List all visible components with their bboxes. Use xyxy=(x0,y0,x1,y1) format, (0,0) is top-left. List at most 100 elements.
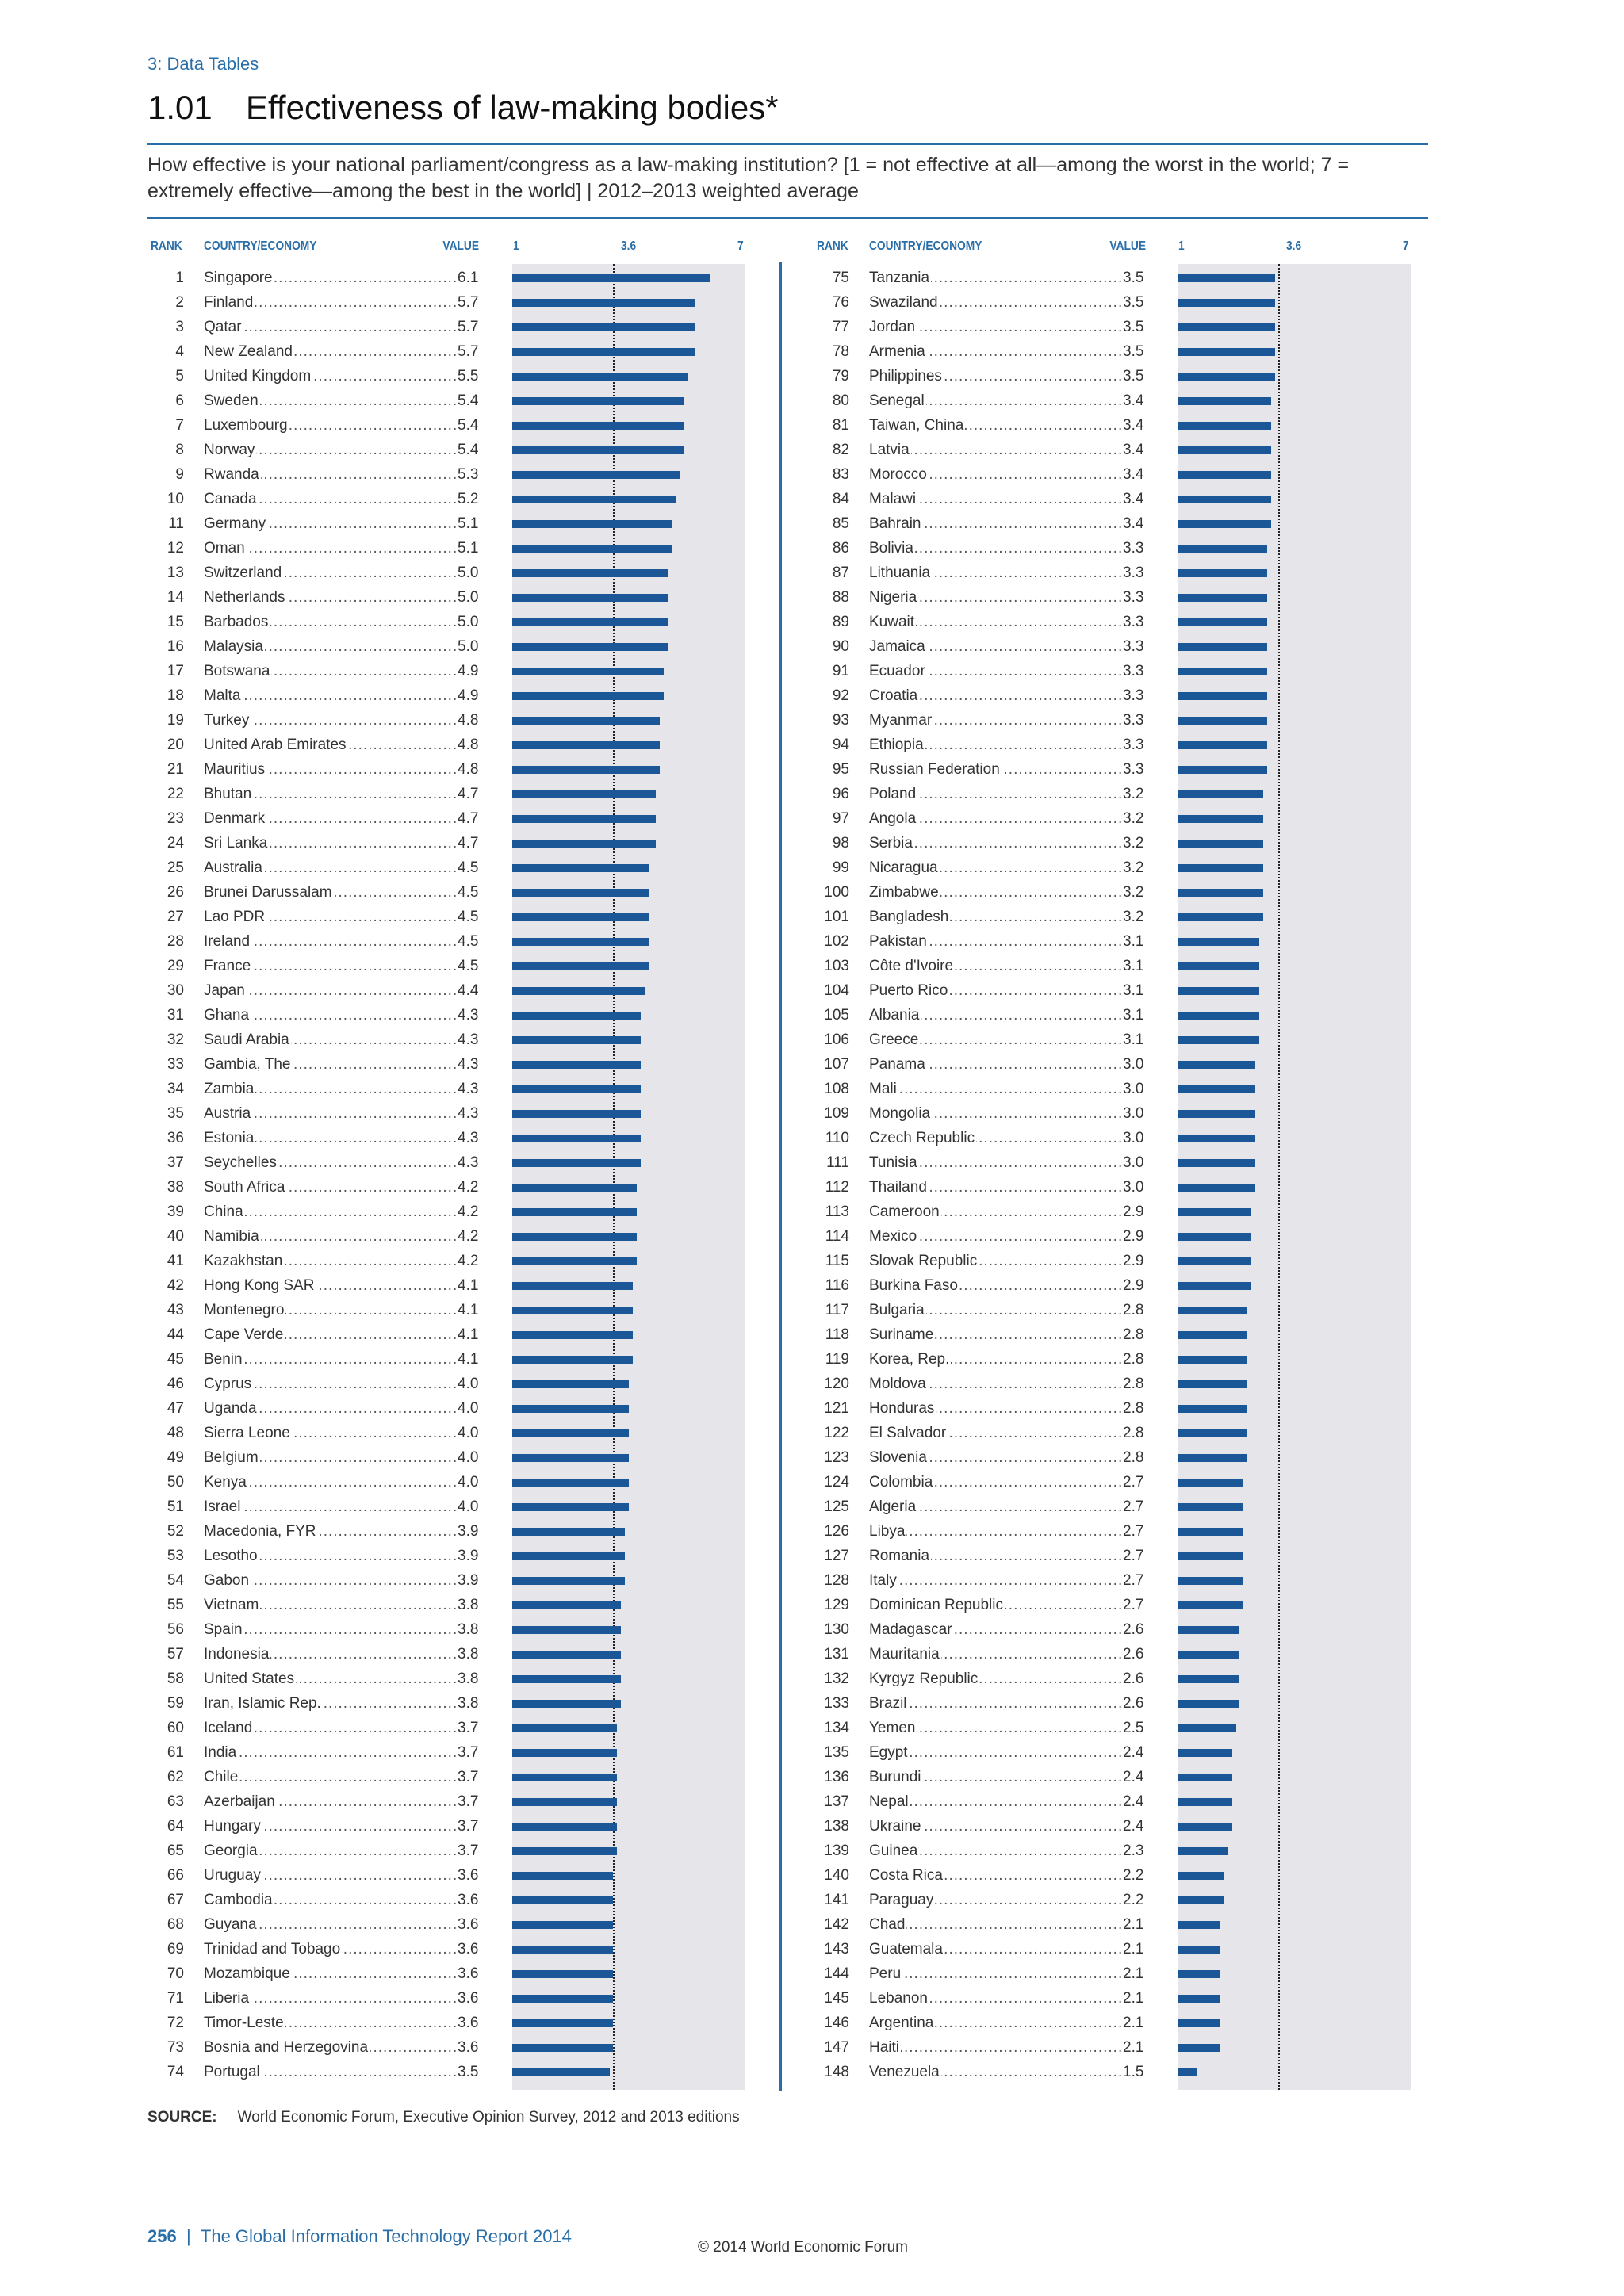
rank-cell: 148 xyxy=(824,2064,849,2080)
value-cell: 4.5 xyxy=(457,933,489,951)
rank-cell: 18 xyxy=(167,687,184,704)
rank-cell: 102 xyxy=(824,933,849,950)
country-cell: ........................................… xyxy=(869,1425,1122,1441)
value-bar xyxy=(1178,668,1267,675)
value-bar xyxy=(1178,1257,1252,1265)
country-cell: ........................................… xyxy=(869,909,1122,925)
value-bar xyxy=(1178,373,1275,381)
rank-cell: 12 xyxy=(167,540,184,557)
country-cell: ........................................… xyxy=(204,589,457,606)
rank-cell: 134 xyxy=(824,1720,849,1736)
rank-cell: 95 xyxy=(832,761,849,778)
value-bar xyxy=(512,1774,618,1781)
rank-cell: 68 xyxy=(167,1916,184,1933)
value-cell: 3.0 xyxy=(1122,1179,1155,1196)
rank-cell: 113 xyxy=(825,1203,849,1220)
value-bar xyxy=(1178,840,1263,848)
country-cell: ........................................… xyxy=(204,1818,457,1835)
country-cell: ........................................… xyxy=(204,368,457,385)
value-bar xyxy=(1178,913,1263,921)
country-cell: ........................................… xyxy=(204,1474,457,1490)
value-cell: 3.6 xyxy=(457,2039,489,2057)
value-bar xyxy=(512,422,684,430)
rank-cell: 83 xyxy=(832,466,849,483)
value-bar xyxy=(1178,962,1259,970)
value-cell: 3.0 xyxy=(1122,1056,1155,1073)
value-cell: 2.1 xyxy=(1122,1941,1155,1958)
country-cell: ........................................… xyxy=(869,835,1122,851)
rank-cell: 130 xyxy=(824,1621,849,1638)
rank-cell: 6 xyxy=(175,392,184,409)
value-bar xyxy=(1178,1036,1259,1044)
country-cell: ........................................… xyxy=(869,1572,1122,1589)
value-cell: 2.7 xyxy=(1122,1548,1155,1565)
value-cell: 3.5 xyxy=(1122,270,1155,287)
country-cell: ........................................… xyxy=(869,1179,1122,1196)
rank-cell: 32 xyxy=(167,1031,184,1048)
value-cell: 3.4 xyxy=(1122,417,1155,434)
value-cell: 2.1 xyxy=(1122,1990,1155,2007)
country-cell: ........................................… xyxy=(204,1302,457,1318)
rank-cell: 135 xyxy=(824,1744,849,1761)
country-cell: ........................................… xyxy=(204,835,457,851)
rank-cell: 45 xyxy=(167,1351,184,1368)
value-cell: 2.2 xyxy=(1122,1892,1155,1909)
value-cell: 2.2 xyxy=(1122,1867,1155,1885)
country-cell: ........................................… xyxy=(869,1843,1122,1859)
footer-separator: | xyxy=(186,2226,191,2246)
value-cell: 2.7 xyxy=(1122,1523,1155,1540)
country-cell: ........................................… xyxy=(869,1056,1122,1073)
country-cell: ........................................… xyxy=(204,663,457,679)
country-cell: ........................................… xyxy=(204,1597,457,1613)
country-cell: ........................................… xyxy=(204,417,457,434)
rank-cell: 128 xyxy=(824,1572,849,1589)
value-bar xyxy=(1178,1331,1248,1339)
rank-cell: 27 xyxy=(167,909,184,925)
country-cell: ........................................… xyxy=(204,884,457,901)
value-bar xyxy=(1178,1896,1224,1904)
value-bar xyxy=(1178,889,1263,897)
value-bar xyxy=(1178,545,1267,553)
rank-cell: 139 xyxy=(824,1843,849,1859)
value-cell: 4.8 xyxy=(457,712,489,729)
rank-cell: 103 xyxy=(824,958,849,974)
value-bar xyxy=(512,1798,618,1806)
value-cell: 3.3 xyxy=(1122,638,1155,656)
country-cell: ........................................… xyxy=(204,1646,457,1663)
scale-min-left: 1 xyxy=(513,239,519,253)
country-cell: ........................................… xyxy=(869,933,1122,950)
value-bar xyxy=(1178,1700,1240,1708)
country-cell: ........................................… xyxy=(869,884,1122,901)
rank-cell: 64 xyxy=(167,1818,184,1835)
value-bar xyxy=(512,348,695,356)
value-cell: 4.9 xyxy=(457,663,489,680)
value-cell: 3.6 xyxy=(457,2015,489,2032)
value-cell: 3.2 xyxy=(1122,786,1155,803)
rank-cell: 70 xyxy=(167,1965,184,1982)
value-bar xyxy=(512,1061,641,1069)
value-bar xyxy=(1178,1503,1244,1511)
value-bar xyxy=(1178,1601,1244,1609)
value-cell: 2.8 xyxy=(1122,1400,1155,1418)
value-cell: 3.7 xyxy=(457,1843,489,1860)
country-cell: ........................................… xyxy=(869,1597,1122,1613)
value-bar xyxy=(1178,1995,1220,2003)
value-cell: 3.6 xyxy=(457,1941,489,1958)
value-bar xyxy=(1178,1012,1259,1020)
value-bar xyxy=(1178,1774,1232,1781)
rank-cell: 100 xyxy=(824,884,849,901)
rank-cell: 145 xyxy=(824,1990,849,2007)
value-cell: 5.0 xyxy=(457,589,489,607)
country-header-right: COUNTRY/ECONOMY xyxy=(869,239,982,253)
value-cell: 5.7 xyxy=(457,343,489,361)
rank-cell: 89 xyxy=(832,614,849,630)
value-cell: 4.3 xyxy=(457,1081,489,1098)
rank-cell: 71 xyxy=(167,1990,184,2007)
country-cell: ........................................… xyxy=(869,1818,1122,1835)
country-header-left: COUNTRY/ECONOMY xyxy=(204,239,317,253)
country-cell: ........................................… xyxy=(204,1769,457,1785)
country-cell: ........................................… xyxy=(204,1695,457,1712)
rank-cell: 107 xyxy=(824,1056,849,1073)
value-cell: 3.7 xyxy=(457,1793,489,1811)
value-bar xyxy=(1178,496,1271,503)
